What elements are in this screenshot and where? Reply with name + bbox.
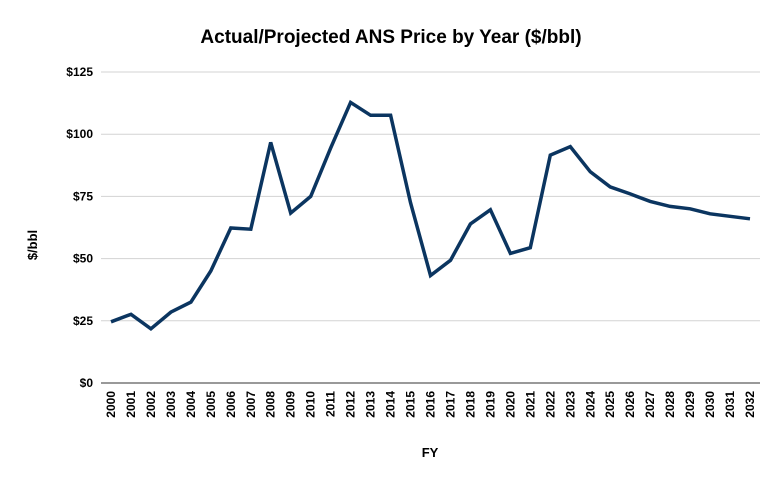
x-tick-label: 2007 [244,391,258,418]
x-tick-label: 2003 [164,391,178,418]
x-tick-label: 2009 [284,391,298,418]
x-tick-label: 2014 [384,391,398,418]
x-tick-label: 2019 [483,391,497,418]
y-tick-label: $100 [66,127,93,141]
y-axis-title: $/bbl [25,230,40,260]
x-tick-label: 2017 [443,391,457,418]
x-tick-label: 2000 [104,391,118,418]
x-tick-label: 2001 [124,391,138,418]
chart-title: Actual/Projected ANS Price by Year ($/bb… [200,27,581,48]
x-tick-label: 2031 [723,391,737,418]
x-tick-label: 2010 [304,391,318,418]
x-tick-label: 2024 [583,391,597,418]
x-tick-label: 2011 [324,391,338,417]
y-axis-ticks: $0 $25 $50 $75 $100 $125 [66,65,93,390]
x-tick-label: 2028 [663,391,677,418]
x-tick-label: 2005 [204,391,218,418]
gridlines [101,71,760,384]
x-axis-ticks: 2000 2001 2002 2003 2004 2005 2006 2007 2008 2009… [104,391,757,418]
x-tick-label: 2022 [543,391,557,418]
y-tick-label: $125 [66,65,93,79]
y-tick-label: $75 [73,189,93,203]
x-tick-label: 2012 [344,391,358,418]
y-tick-label: $50 [73,252,93,266]
x-tick-label: 2026 [623,391,637,418]
x-tick-label: 2023 [563,391,577,418]
x-tick-label: 2015 [404,391,418,418]
x-tick-label: 2016 [424,391,438,418]
series-layer [110,99,751,332]
y-tick-label: $0 [80,376,94,390]
y-tick-label: $25 [73,314,93,328]
x-tick-label: 2004 [184,391,198,418]
x-tick-label: 2030 [703,391,717,418]
x-tick-label: 2002 [144,391,158,418]
x-tick-label: 2006 [224,391,238,418]
x-tick-label: 2021 [523,391,537,418]
x-tick-label: 2032 [743,391,757,418]
x-tick-label: 2025 [603,391,617,418]
x-tick-label: 2020 [503,391,517,418]
x-axis-title: FY [422,445,439,460]
x-tick-label: 2008 [264,391,278,418]
x-tick-label: 2018 [463,391,477,418]
x-tick-label: 2029 [683,391,697,418]
x-tick-label: 2027 [643,391,657,418]
ans-price-series-line [110,99,751,332]
x-tick-label: 2013 [364,391,378,418]
